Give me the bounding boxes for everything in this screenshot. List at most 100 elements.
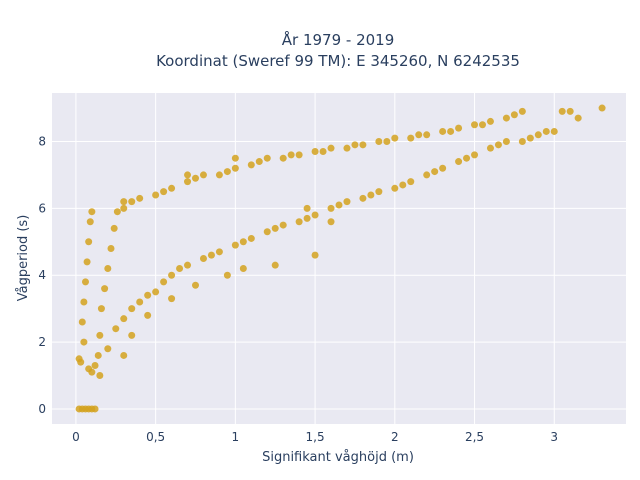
scatter-point [231,154,239,162]
scatter-point [128,198,136,206]
scatter-point [168,271,176,279]
scatter-point [255,158,263,166]
scatter-point [471,121,479,129]
chart-title-line-1: År 1979 - 2019 [282,30,395,49]
scatter-point [152,288,160,296]
scatter-point [223,271,231,279]
scatter-point [463,154,471,162]
scatter-point [271,224,279,232]
scatter-point [486,117,494,125]
scatter-point [423,171,431,179]
scatter-point [295,218,303,226]
scatter-point [113,208,121,216]
x-axis-title: Signifikant våghöjd (m) [262,450,414,465]
scatter-point [518,107,526,115]
plot-area [52,93,626,424]
scatter-point [199,255,207,262]
scatter-point [144,311,152,319]
scatter-point [343,144,351,152]
scatter-point [439,164,447,172]
scatter-point [447,127,455,135]
y-tick-label: 8 [38,134,46,148]
x-tick-label: 2 [391,430,399,444]
scatter-point [423,131,431,139]
chart-title-line-2: Koordinat (Sweref 99 TM): E 345260, N 62… [156,52,520,70]
y-axis-title: Vågperiod (s) [16,215,31,302]
x-tick-label: 2,5 [465,430,484,444]
scatter-point [215,248,223,256]
scatter-point [494,141,502,149]
scatter-point [192,174,199,182]
scatter-point [120,351,128,359]
scatter-point [176,265,184,273]
scatter-point [502,137,510,145]
scatter-point [391,184,399,192]
scatter-point [94,351,102,359]
y-tick-label: 0 [38,402,46,416]
scatter-point [295,151,303,159]
scatter-point [303,214,311,222]
scatter-point [263,228,271,236]
scatter-point [327,144,335,152]
scatter-point [247,161,255,169]
scatter-point [479,121,486,129]
scatter-point [80,298,88,306]
scatter-point [471,151,479,159]
scatter-point [97,305,105,313]
scatter-point [359,141,367,149]
scatter-point [502,114,510,122]
scatter-point [88,208,96,216]
scatter-point [120,198,128,206]
scatter-point [120,315,128,323]
scatter-point [518,137,526,145]
scatter-point [415,131,423,139]
scatter-point [85,238,93,246]
x-tick-label: 0,5 [146,430,165,444]
y-tick-labels: 0 2 4 6 8 [38,134,46,415]
scatter-point [407,178,415,186]
scatter-point [598,104,606,112]
scatter-point [375,137,383,145]
scatter-point [359,194,367,202]
y-tick-label: 4 [38,268,46,282]
scatter-point [86,218,94,226]
scatter-point [558,107,566,115]
scatter-point [455,124,463,132]
scatter-point [311,148,319,156]
x-tick-label: 3 [550,430,558,444]
scatter-point [223,168,231,176]
scatter-point [160,188,168,196]
scatter-point [271,261,279,269]
scatter-point [231,164,239,172]
x-tick-label: 1 [232,430,240,444]
scatter-point [104,265,112,273]
scatter-point [311,211,319,219]
scatter-point [510,111,518,119]
scatter-point [287,151,295,159]
scatter-point [101,285,109,293]
scatter-point [367,191,375,199]
scatter-point [152,191,160,199]
scatter-point [247,234,255,242]
scatter-point [303,204,311,212]
scatter-point [439,127,447,135]
scatter-point [239,265,247,273]
scatter-point [550,127,558,135]
scatter-point [351,141,359,149]
scatter-point [263,154,271,162]
scatter-point [83,258,91,266]
scatter-point [207,251,215,259]
x-tick-label: 1,5 [306,430,325,444]
scatter-point [311,251,319,259]
scatter-point [136,194,144,202]
scatter-point [239,238,247,246]
scatter-point [168,295,176,303]
scatter-point [184,171,192,179]
scatter-point [431,168,439,176]
scatter-point [279,221,287,229]
scatter-point [77,358,85,366]
scatter-point [96,372,104,380]
scatter-point [279,154,287,162]
